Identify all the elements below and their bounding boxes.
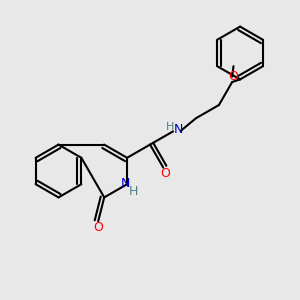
Text: O: O [228, 70, 238, 83]
Text: N: N [121, 177, 130, 190]
Text: O: O [93, 221, 103, 234]
Text: H: H [129, 185, 138, 198]
Text: N: N [174, 123, 183, 136]
Text: H: H [166, 122, 174, 132]
Text: O: O [160, 167, 170, 180]
